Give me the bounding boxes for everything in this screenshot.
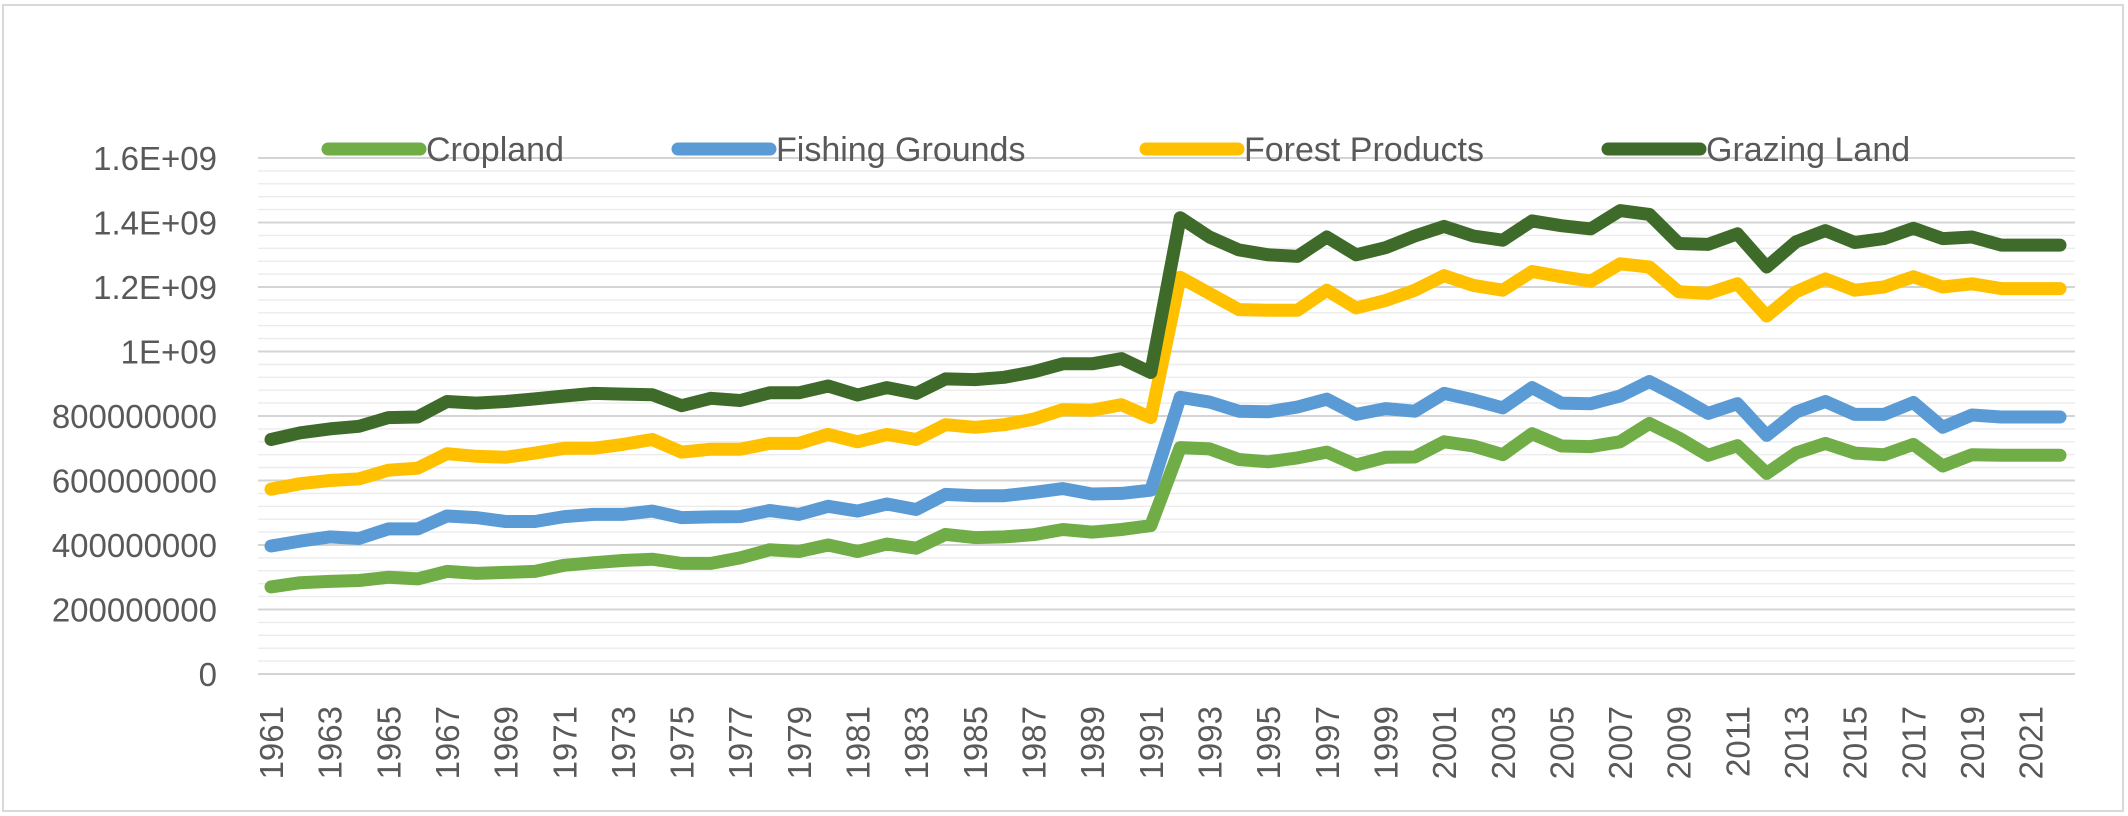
legend-item-cropland: Cropland (321, 131, 564, 169)
x-tick-label: 1985 (957, 706, 994, 779)
x-axis-tick-labels: 1961 1963 1965 1967 1969 1971 1973 1975 1977 1979… (253, 706, 2050, 779)
x-tick-label: 1979 (781, 706, 818, 779)
y-tick-label: 1E+09 (121, 334, 217, 371)
x-tick-label: 1999 (1367, 706, 1404, 779)
x-tick-label: 1981 (840, 706, 877, 779)
legend-label: Fishing Grounds (776, 131, 1025, 169)
x-tick-label: 2005 (1543, 706, 1580, 779)
x-tick-label: 2013 (1778, 706, 1815, 779)
x-tick-label: 2017 (1895, 706, 1932, 779)
x-tick-label: 1973 (605, 706, 642, 779)
legend-label: Forest Products (1244, 131, 1484, 169)
y-tick-label: 800000000 (52, 398, 217, 435)
x-tick-label: 1991 (1133, 706, 1170, 779)
x-tick-label: 2001 (1426, 706, 1463, 779)
x-tick-label: 1989 (1074, 706, 1111, 779)
x-tick-label: 1961 (253, 706, 290, 779)
x-tick-label: 1977 (722, 706, 759, 779)
x-tick-label: 1965 (370, 706, 407, 779)
legend-item-grazing-land: Grazing Land (1601, 131, 1910, 169)
legend-label: Grazing Land (1706, 131, 1910, 169)
x-tick-label: 1963 (312, 706, 349, 779)
x-tick-label: 1967 (429, 706, 466, 779)
y-tick-label: 400000000 (52, 527, 217, 564)
x-tick-label: 1971 (546, 706, 583, 779)
x-tick-label: 2007 (1602, 706, 1639, 779)
y-tick-label: 600000000 (52, 463, 217, 500)
y-axis-tick-labels: 0 200000000 400000000 600000000 800000000 1E+… (52, 140, 217, 693)
x-tick-label: 1975 (664, 706, 701, 779)
y-tick-label: 1.6E+09 (93, 140, 217, 177)
x-tick-label: 1987 (1016, 706, 1053, 779)
x-tick-label: 1997 (1309, 706, 1346, 779)
legend: Cropland Fishing Grounds Forest Products Gr… (321, 131, 1910, 169)
series-line-cropland (264, 416, 2067, 594)
series-line-grazing-land (264, 204, 2067, 446)
y-tick-label: 200000000 (52, 592, 217, 629)
legend-label: Cropland (426, 131, 564, 169)
x-tick-label: 2021 (2013, 706, 2050, 779)
y-tick-label: 1.2E+09 (93, 269, 217, 306)
x-tick-label: 1969 (488, 706, 525, 779)
legend-item-forest-products: Forest Products (1139, 131, 1484, 169)
x-tick-label: 2003 (1485, 706, 1522, 779)
y-tick-label: 1.4E+09 (93, 205, 217, 242)
legend-item-fishing-grounds: Fishing Grounds (671, 131, 1025, 169)
x-tick-label: 1995 (1250, 706, 1287, 779)
series-line-fishing-grounds (264, 375, 2067, 553)
x-tick-label: 2011 (1719, 706, 1756, 777)
x-tick-label: 2009 (1661, 706, 1698, 779)
x-tick-label: 1983 (898, 706, 935, 779)
series-line-forest-products (264, 257, 2067, 496)
series-lines (264, 204, 2067, 594)
y-tick-label: 0 (199, 656, 217, 693)
x-tick-label: 2015 (1837, 706, 1874, 779)
x-tick-label: 2019 (1954, 706, 1991, 779)
x-tick-label: 1993 (1191, 706, 1228, 779)
